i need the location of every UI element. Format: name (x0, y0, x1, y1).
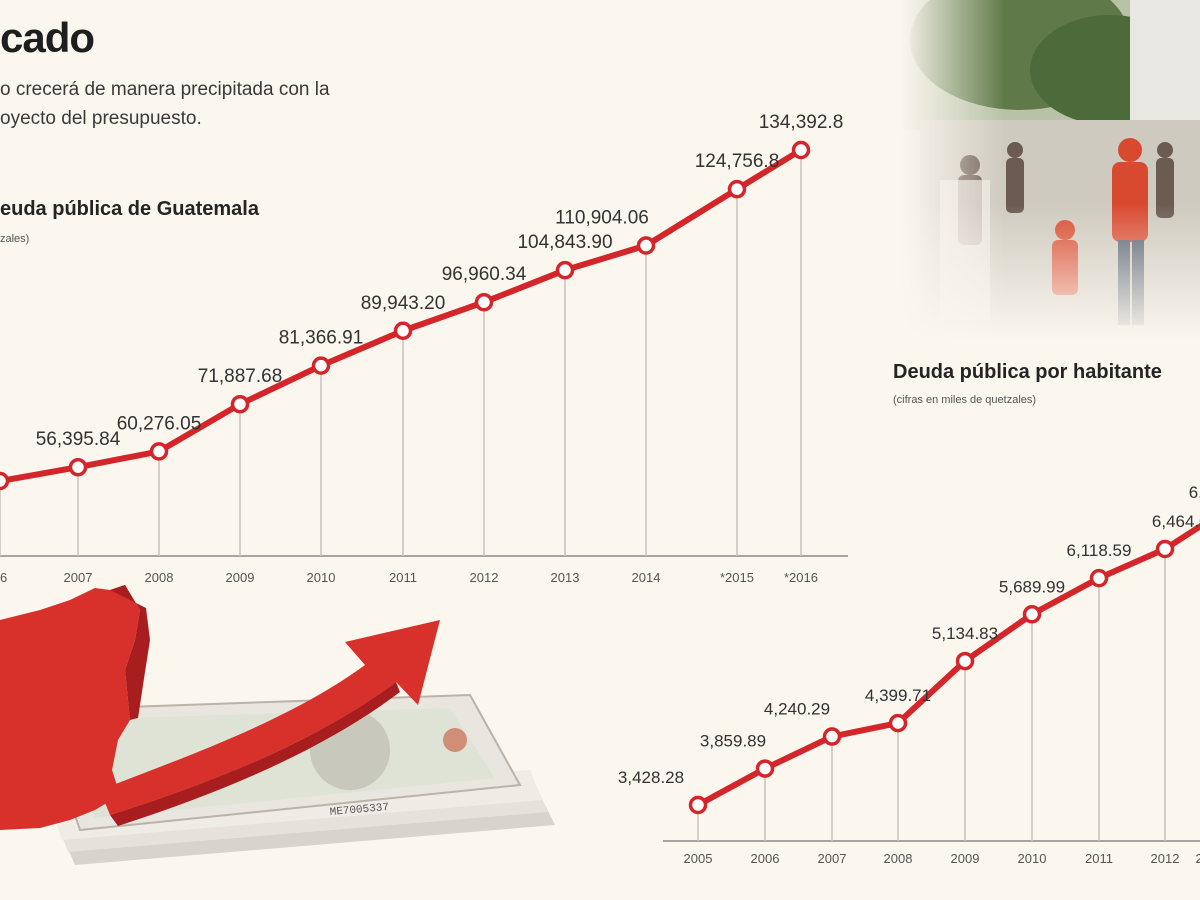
c1-tick-label: 2012 (470, 570, 499, 585)
intro-line-1: o crecerá de manera precipitada con la (0, 79, 330, 100)
c1-tick-label: 2014 (632, 570, 661, 585)
c1-point (636, 236, 656, 255)
c1-data-label: 104,843.90 (517, 232, 612, 253)
c1-point (149, 442, 169, 461)
c1-data-label: 134,392.8 (759, 112, 844, 133)
c1-data-label: 124,756.8 (695, 151, 780, 172)
c1-data-label: 96,960.34 (442, 264, 527, 285)
svg-text:ME7005337: ME7005337 (329, 802, 389, 819)
c1-tick-label: 2008 (145, 570, 174, 585)
headline: cado (0, 14, 95, 61)
up-arrow-shape (100, 620, 440, 826)
c1-tick-label: 2010 (307, 570, 336, 585)
debt-growth-illustration: 100 ME7005337 (0, 585, 555, 865)
c1-tick-label: 2011 (389, 570, 417, 585)
c1-point (230, 394, 250, 414)
street-crowd-photo (900, 0, 1200, 340)
c1-tick-label: 06 (0, 570, 7, 585)
chart1-subtitle: zales) (0, 233, 30, 245)
c1-point (791, 140, 811, 160)
guatemala-map-shape (0, 585, 150, 830)
chart2-title: Deuda pública por habitante (893, 361, 1162, 383)
c1-data-label: 71,887.68 (198, 366, 283, 387)
intro-line-2: oyecto del presupuesto. (0, 108, 202, 129)
c1-point (0, 471, 10, 491)
c1-point (311, 356, 331, 375)
c1-point (555, 260, 575, 280)
c1-data-label: 60,276.05 (117, 413, 202, 434)
chart2-subtitle: (cifras en miles de quetzales) (893, 394, 1037, 406)
c1-point (727, 179, 747, 199)
c1-tick-label: 2009 (226, 570, 255, 585)
c1-tick-label: 2007 (64, 570, 93, 585)
c1-tick-label: *2016 (784, 570, 818, 585)
c1-point (393, 321, 413, 341)
c1-data-label: 56,395.84 (36, 429, 121, 450)
c1-data-label: 89,943.20 (361, 293, 446, 314)
c1-data-label: 81,366.91 (279, 328, 364, 349)
chart1-title: euda pública de Guatemala (0, 198, 259, 220)
c1-data-label: 110,904.06 (555, 208, 649, 229)
c1-point (474, 292, 494, 312)
c1-tick-label: *2015 (720, 570, 754, 585)
c1-tick-label: 2013 (551, 570, 580, 585)
c1-point (68, 457, 88, 477)
